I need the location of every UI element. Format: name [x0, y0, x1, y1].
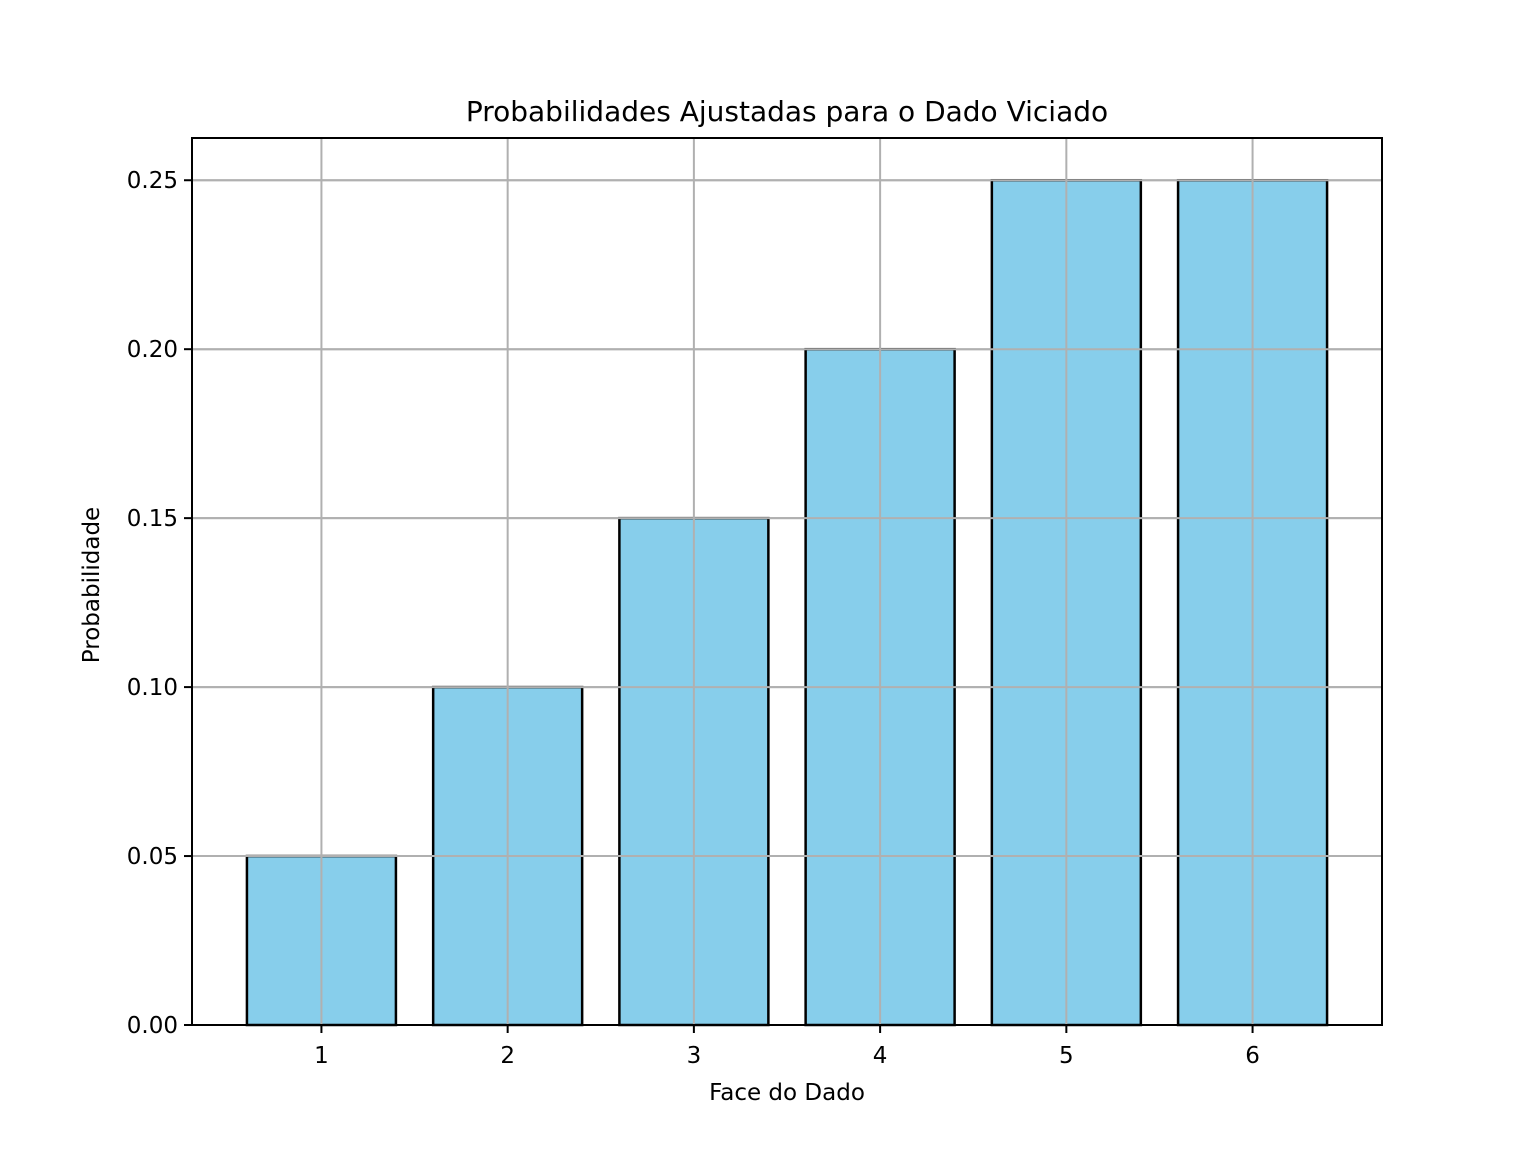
y-axis-label: Probabilidade — [79, 507, 105, 663]
y-tick-label: 0.25 — [127, 168, 178, 194]
x-tick-label: 5 — [1059, 1043, 1074, 1069]
y-tick-label: 0.10 — [127, 675, 178, 701]
x-tick-label: 3 — [687, 1043, 702, 1069]
bars — [245, 178, 1329, 1027]
y-tick-label: 0.05 — [127, 844, 178, 870]
plot-frame — [191, 137, 1383, 1026]
y-axis-ticks: 0.00 0.05 0.10 0.15 0.20 0.25 — [127, 168, 192, 1039]
x-tick-label: 2 — [500, 1043, 515, 1069]
y-tick-label: 0.15 — [127, 506, 178, 532]
chart-title: Probabilidades Ajustadas para o Dado Vic… — [466, 95, 1108, 128]
x-tick-label: 1 — [314, 1043, 329, 1069]
x-axis-ticks: 1 2 3 4 5 6 — [314, 1025, 1260, 1069]
x-axis-label: Face do Dado — [709, 1080, 865, 1106]
y-tick-label: 0.00 — [127, 1013, 178, 1039]
x-tick-label: 6 — [1245, 1043, 1260, 1069]
y-tick-label: 0.20 — [127, 337, 178, 363]
x-tick-label: 4 — [873, 1043, 888, 1069]
